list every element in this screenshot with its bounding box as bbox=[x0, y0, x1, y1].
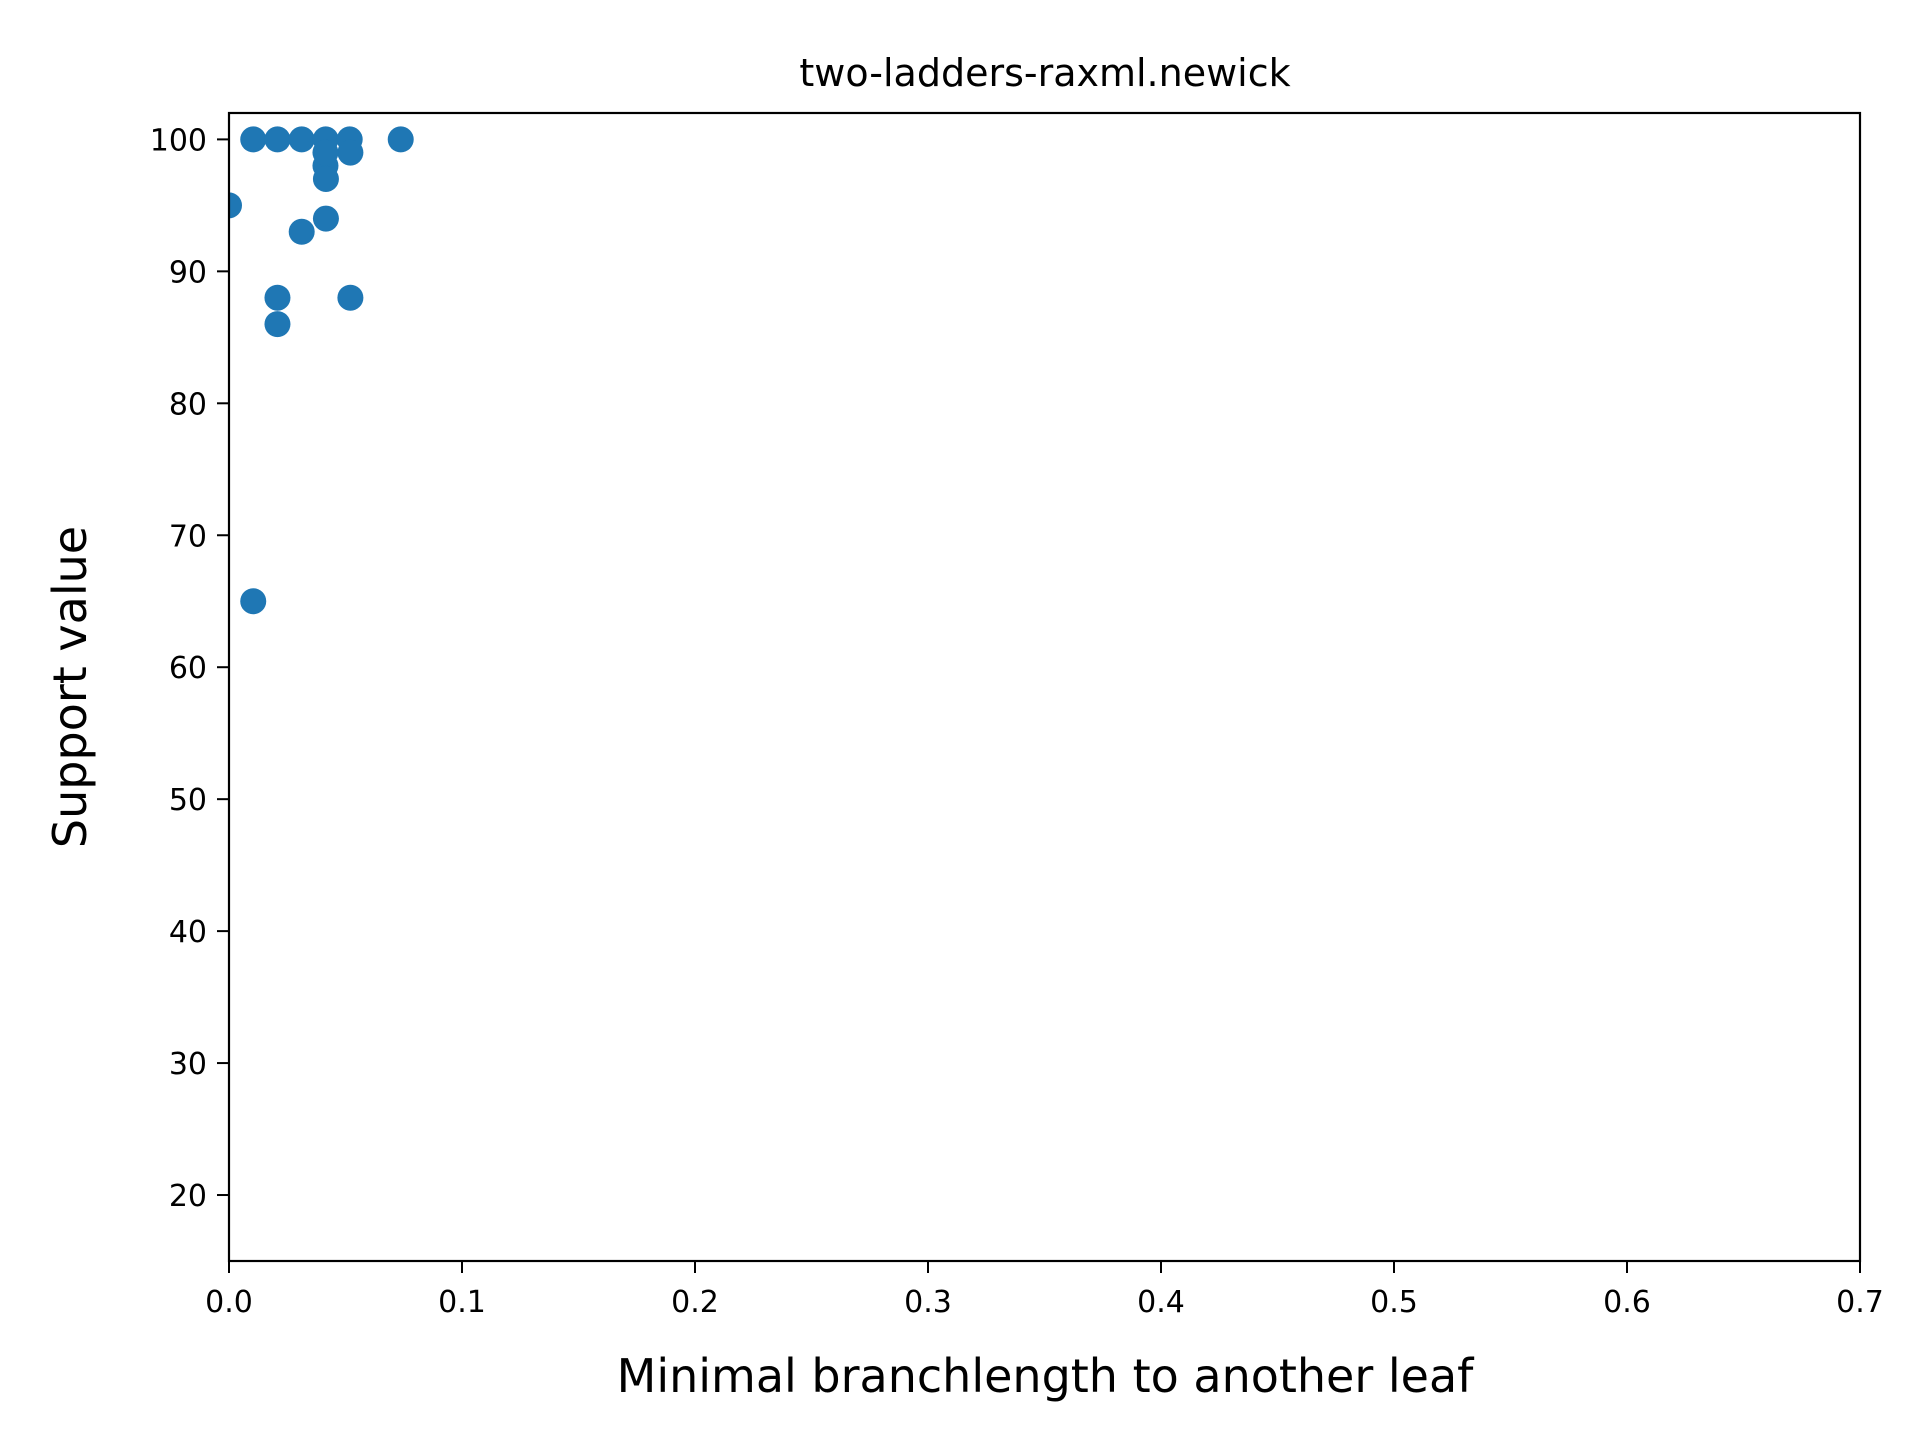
x-tick-label: 0.6 bbox=[1603, 1285, 1651, 1320]
x-axis-label: Minimal branchlength to another leaf bbox=[617, 1349, 1476, 1403]
data-point bbox=[387, 126, 414, 153]
y-tick-label: 70 bbox=[169, 519, 207, 554]
data-point bbox=[288, 218, 315, 245]
plot-frame bbox=[227, 111, 1862, 1263]
y-tick-label: 20 bbox=[169, 1179, 207, 1214]
y-tick-label: 90 bbox=[169, 255, 207, 290]
y-axis-label: Support value bbox=[43, 526, 97, 848]
data-points bbox=[229, 126, 414, 615]
data-point bbox=[240, 588, 267, 615]
x-tick-label: 0.7 bbox=[1836, 1285, 1884, 1320]
y-axis-ticks: 20 30 40 50 60 70 80 90 100 bbox=[150, 123, 229, 1214]
y-tick-label: 60 bbox=[169, 651, 207, 686]
y-tick-label: 100 bbox=[150, 123, 207, 158]
chart-title: two-ladders-raxml.newick bbox=[799, 51, 1290, 95]
x-tick-label: 0.1 bbox=[438, 1285, 486, 1320]
data-point bbox=[229, 192, 242, 219]
data-point bbox=[240, 126, 267, 153]
x-tick-label: 0.4 bbox=[1137, 1285, 1185, 1320]
x-tick-label: 0.5 bbox=[1370, 1285, 1418, 1320]
data-point bbox=[337, 139, 364, 166]
x-axis-ticks: 0.0 0.1 0.2 0.3 0.4 0.5 0.6 0.7 bbox=[205, 1261, 1884, 1320]
y-tick-label: 40 bbox=[169, 915, 207, 950]
data-point bbox=[312, 139, 339, 166]
y-tick-label: 50 bbox=[169, 783, 207, 818]
data-point bbox=[264, 311, 291, 338]
x-tick-label: 0.3 bbox=[904, 1285, 952, 1320]
y-tick-label: 80 bbox=[169, 387, 207, 422]
data-point bbox=[288, 126, 315, 153]
data-point bbox=[264, 284, 291, 311]
x-tick-label: 0.2 bbox=[671, 1285, 719, 1320]
data-point bbox=[337, 284, 364, 311]
data-point bbox=[312, 205, 339, 232]
data-point bbox=[312, 165, 339, 192]
x-tick-label: 0.0 bbox=[205, 1285, 253, 1320]
data-point bbox=[264, 126, 291, 153]
y-tick-label: 30 bbox=[169, 1047, 207, 1082]
